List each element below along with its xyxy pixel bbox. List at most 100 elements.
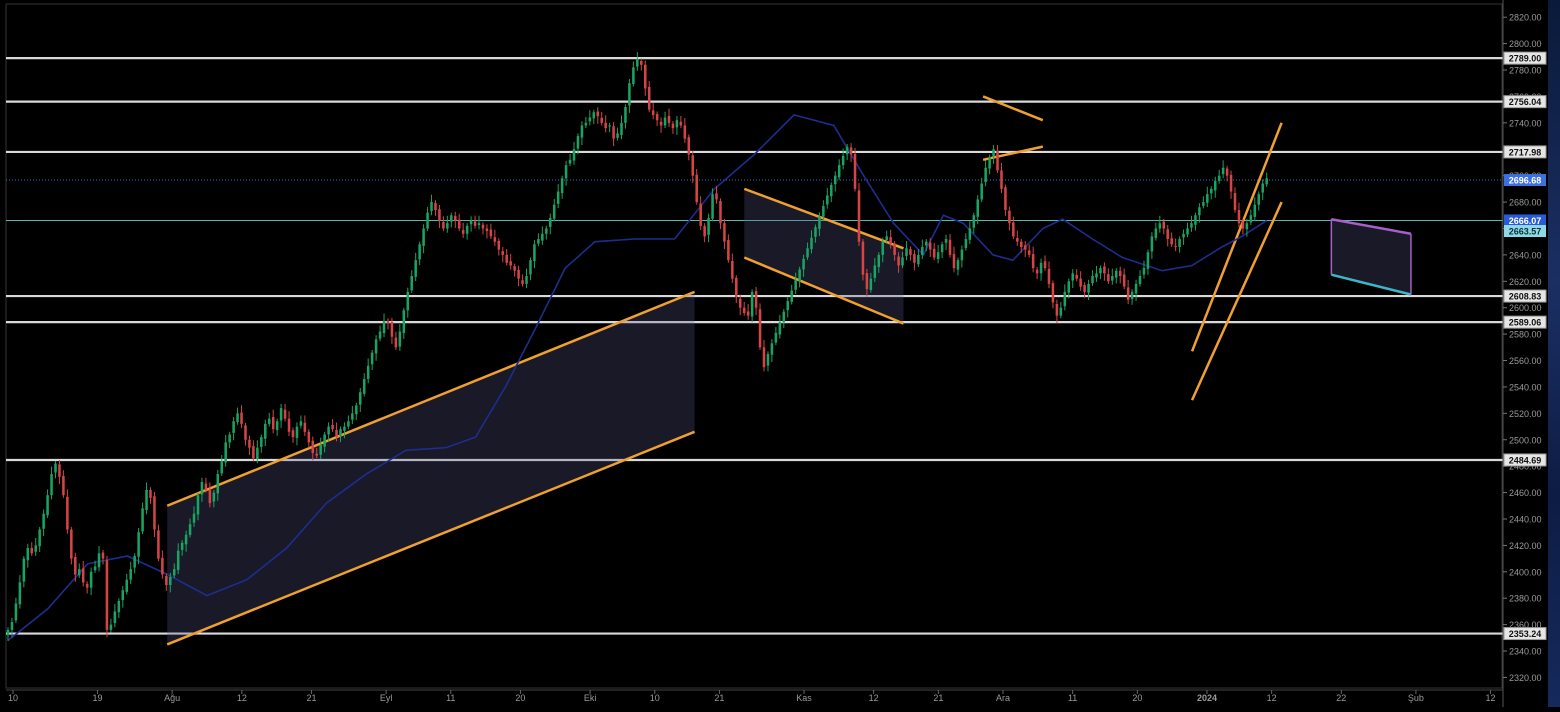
- candle-body: [869, 278, 873, 291]
- candle-body: [762, 347, 766, 368]
- price-markers: 2789.00 2756.04 2717.98 2608.83 2589.06 2484.…: [1503, 51, 1547, 641]
- candle-body: [331, 424, 334, 430]
- candle-body: [1118, 270, 1122, 277]
- candle-body: [1043, 261, 1047, 269]
- trend-channels: [166, 95, 1412, 646]
- candle-body: [822, 206, 825, 217]
- y-tick-label: 2820.00: [1509, 13, 1542, 23]
- candle-body: [1063, 291, 1067, 307]
- y-tick-label: 2320.00: [1509, 673, 1542, 683]
- candle-body: [814, 227, 817, 237]
- candle-body: [113, 611, 117, 624]
- candle-body: [905, 248, 908, 256]
- candle-body: [707, 217, 710, 235]
- candle-body: [936, 252, 940, 260]
- candle-body: [343, 426, 346, 431]
- candle-body: [857, 190, 861, 242]
- candle-body: [430, 202, 433, 212]
- candle-body: [351, 413, 354, 420]
- candle-body: [552, 204, 556, 219]
- candle-body: [1150, 236, 1154, 252]
- candle-body: [699, 203, 702, 226]
- candle-body: [992, 149, 995, 157]
- candle-body: [735, 277, 738, 298]
- channel-fill-flag: [1331, 219, 1411, 295]
- price-tag-label: 2789.00: [1509, 54, 1542, 64]
- channel-upper-descending-1: [743, 187, 904, 250]
- candle-body: [604, 122, 607, 129]
- x-tick-label: 11: [1068, 693, 1077, 703]
- candle-body: [826, 195, 829, 205]
- candle-body: [798, 269, 801, 282]
- candle-body: [1047, 268, 1051, 284]
- candle-body: [501, 251, 505, 255]
- candle-body: [89, 571, 93, 588]
- candle-body: [917, 254, 920, 265]
- candle-body: [885, 236, 888, 241]
- candle-body: [588, 117, 592, 122]
- candle-body: [1261, 183, 1264, 193]
- candle-body: [1257, 194, 1261, 205]
- y-tick-label: 2560.00: [1509, 356, 1542, 366]
- x-tick-label: 22: [1336, 693, 1346, 703]
- candle-body: [260, 437, 263, 447]
- candle-body: [1229, 174, 1233, 192]
- candle-body: [398, 331, 402, 347]
- candle-body: [1027, 250, 1031, 255]
- candle-body: [996, 150, 999, 171]
- price-tag-box: [1503, 289, 1547, 303]
- channel-upper-flag: [1331, 218, 1412, 235]
- candle-body: [70, 529, 73, 559]
- candle-body: [1004, 187, 1007, 210]
- window-edge-strip: [1548, 0, 1560, 707]
- x-tick-label: 10: [650, 693, 660, 703]
- candle-body: [560, 178, 564, 194]
- candle-body: [74, 557, 77, 575]
- candle-body: [299, 421, 303, 426]
- candle-body: [256, 447, 259, 460]
- candle-body: [469, 220, 473, 225]
- price-tag-label: 2696.68: [1509, 176, 1542, 186]
- candle-body: [10, 621, 14, 630]
- candle-body: [849, 147, 853, 155]
- candle-body: [988, 157, 991, 169]
- candle-body: [754, 291, 758, 308]
- x-tick-label: 20: [1132, 693, 1142, 703]
- candle-body: [355, 405, 358, 415]
- candle-body: [18, 582, 22, 605]
- candle-body: [758, 309, 762, 348]
- candle-body: [165, 576, 168, 586]
- candle-body: [695, 174, 698, 203]
- candle-body: [1170, 238, 1173, 245]
- candle-body: [786, 301, 790, 311]
- candle-body: [1051, 283, 1055, 303]
- candle-body: [1174, 245, 1177, 247]
- candle-body: [161, 557, 164, 575]
- candle-body: [541, 233, 544, 241]
- candle-body: [414, 260, 417, 277]
- candle-body: [1249, 215, 1253, 223]
- candle-body: [204, 483, 208, 490]
- candle-body: [640, 61, 643, 65]
- candle-body: [1166, 229, 1169, 240]
- candle-body: [1241, 221, 1245, 229]
- candle-body: [129, 569, 132, 580]
- candle-body: [853, 153, 857, 189]
- candle-body: [157, 530, 160, 559]
- candle-body: [252, 446, 255, 459]
- candle-body: [434, 202, 437, 210]
- candle-body: [667, 115, 671, 123]
- horizontal-levels: [6, 57, 1503, 635]
- candle-body: [101, 552, 105, 559]
- candle-body: [877, 254, 881, 268]
- candle-body: [493, 237, 497, 242]
- candle-body: [647, 86, 651, 110]
- candle-body: [311, 440, 315, 453]
- price-tag-label: 2756.04: [1509, 97, 1542, 107]
- x-tick-label: Eyl: [380, 693, 393, 703]
- candle-body: [830, 184, 833, 197]
- price-tag-box: [1503, 315, 1547, 329]
- x-tick-label: 21: [714, 693, 724, 703]
- y-tick-label: 2360.00: [1509, 620, 1542, 630]
